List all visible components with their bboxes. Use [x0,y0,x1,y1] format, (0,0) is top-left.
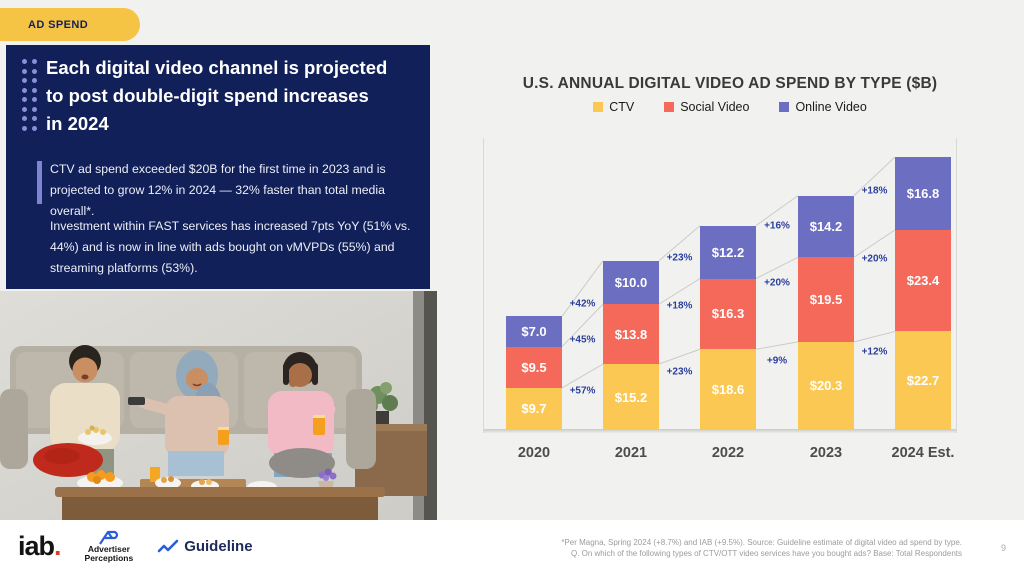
accent-bar [37,161,42,204]
x-axis-label: 2023 [809,445,843,461]
growth-label: +20% [764,277,790,289]
growth-label: +20% [861,253,888,265]
x-axis-label: 2024 Est. [891,445,955,461]
value-label: $19.5 [809,292,843,308]
footer-logos: iab. Advertiser Perceptions Guideline [18,530,253,563]
value-label: $7.0 [521,324,547,339]
headline-panel: Each digital video channel is projected … [6,45,430,289]
bar-segment: $16.8 [895,157,951,230]
bar-segment: $10.0 [603,260,659,305]
chart-legend: CTV Social Video Online Video [465,100,995,114]
connector-lines [561,156,896,389]
guideline-wave-icon [157,539,179,553]
x-axis-label: 2021 [614,445,648,461]
growth-label: +18% [861,185,888,197]
chart-plot-area: $9.7 $9.5 $7.0 2020 $15.2 $13.8 $10.0 2021 $18.6… [483,138,957,461]
bar-segment: $22.7 [895,331,951,430]
x-axis-label: 2020 [517,445,551,461]
value-label: $14.2 [809,218,843,234]
value-label: $16.8 [906,185,940,201]
legend-label: Social Video [680,100,750,114]
stacked-bar-2023: $20.3 $19.5 $14.2 [798,195,854,430]
value-label: $23.4 [906,273,940,289]
value-label: $20.3 [809,378,843,394]
page-number: 9 [1000,543,1006,553]
chart-title: U.S. ANNUAL DIGITAL VIDEO AD SPEND BY TY… [522,75,938,92]
legend-item: Social Video [664,100,749,114]
slide-title-line: to post double-digit spend increases [46,85,369,106]
bar-segment: $15.2 [603,364,659,430]
slide-title-line: in 2024 [46,113,109,134]
stacked-bar-2022: $18.6 $16.3 $12.2 [700,225,756,430]
growth-label: +23% [666,252,693,264]
section-badge-label: AD SPEND [28,18,89,31]
value-label: $15.2 [614,389,648,405]
stacked-bar-2021: $15.2 $13.8 $10.0 [603,260,659,430]
section-badge: AD SPEND [0,8,140,41]
value-label: $9.7 [521,401,547,417]
lifestyle-photo [0,291,437,520]
guideline-logo: Guideline [157,538,253,555]
legend-swatch [664,102,675,112]
stacked-bar-2024 Est.: $22.7 $23.4 $16.8 [895,157,951,430]
value-label: $16.3 [711,306,745,322]
ap-monogram-icon [98,530,118,545]
bar-segment: $13.8 [603,304,659,365]
growth-label: +57% [569,385,596,397]
value-label: $18.6 [711,382,745,398]
growth-label: +45% [569,334,596,346]
growth-label: +23% [666,366,693,378]
bar-segment: $12.2 [700,225,756,279]
body-paragraph-1: CTV ad spend exceeded $20B for the first… [50,162,386,218]
slide-title-line: Each digital video channel is projected [46,57,388,78]
dots-decoration [22,59,37,131]
growth-label: +9% [766,355,788,367]
bar-segment: $23.4 [895,229,951,332]
legend-swatch [779,102,790,112]
growth-label: +18% [666,300,693,312]
growth-label: +16% [764,220,790,232]
value-label: $13.8 [614,326,648,342]
bar-segment: $14.2 [798,195,854,258]
value-label: $9.5 [521,359,547,375]
slide-title: Each digital video channel is projected … [46,54,387,138]
legend-label: Online Video [795,100,867,114]
advertiser-perceptions-logo: Advertiser Perceptions [85,530,133,563]
value-label: $12.2 [711,244,745,260]
chart-baseline [484,429,956,433]
legend-item: CTV [593,100,634,114]
body-paragraph-2: Investment within FAST services has incr… [50,219,411,275]
legend-item: Online Video [779,100,867,114]
legend-swatch [593,102,604,112]
value-label: $10.0 [614,274,648,290]
bar-segment: $7.0 [506,316,562,347]
stacked-bar-2020: $9.7 $9.5 $7.0 [506,316,562,430]
value-label: $22.7 [906,373,940,389]
source-footnote: *Per Magna, Spring 2024 (+8.7%) and IAB … [561,538,962,558]
growth-label: +12% [861,346,888,358]
legend-label: CTV [609,100,635,114]
bar-segment: $9.5 [506,346,562,388]
bar-segment: $16.3 [700,278,756,350]
iab-logo: iab. [18,530,61,561]
bar-segment: $20.3 [798,341,854,430]
bar-segment: $19.5 [798,257,854,342]
x-axis-label: 2022 [711,445,745,461]
bar-segment: $9.7 [506,387,562,430]
bar-segment: $18.6 [700,349,756,430]
growth-label: +42% [569,298,596,309]
